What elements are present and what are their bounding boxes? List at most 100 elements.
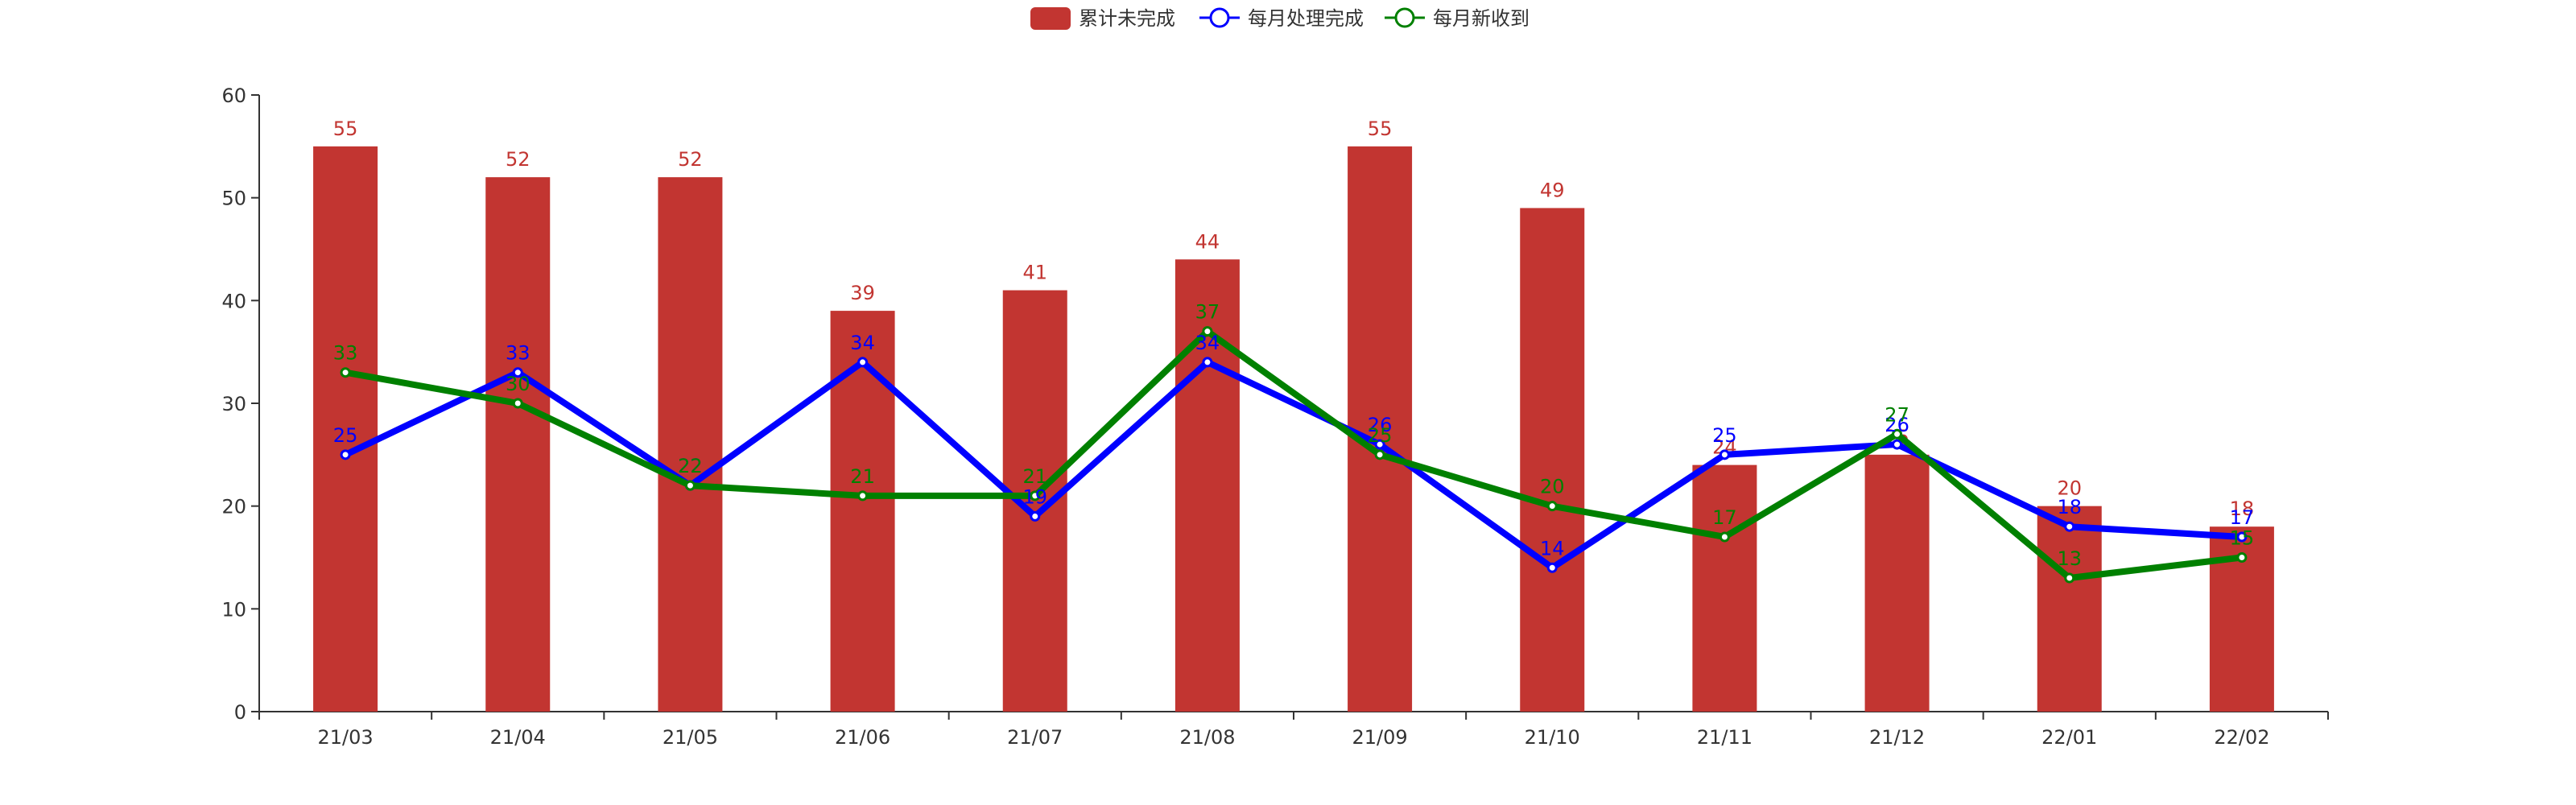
line-point [1374, 439, 1385, 450]
bar [1520, 208, 1585, 712]
x-tick-label: 21/06 [835, 726, 890, 749]
bar-value-label: 41 [1022, 262, 1047, 284]
line-value-label: 27 [1885, 403, 1909, 426]
line-point [857, 357, 869, 368]
line-value-label: 17 [2230, 506, 2255, 529]
x-tick-label: 22/01 [2041, 726, 2097, 749]
line-value-label: 26 [1368, 414, 1393, 436]
series-line [345, 328, 2243, 582]
line-point [512, 367, 523, 378]
x-tick-label: 21/12 [1869, 726, 1925, 749]
line-point [857, 490, 869, 502]
line-point [1719, 531, 1730, 543]
legend-swatch-marker [1394, 7, 1415, 28]
x-tick-label: 21/08 [1179, 726, 1235, 749]
line-value-label: 21 [1022, 465, 1047, 488]
x-tick-label: 21/05 [663, 726, 718, 749]
line-value-label: 37 [1195, 301, 1220, 324]
line-value-label: 21 [850, 465, 875, 488]
line-point [1202, 326, 1213, 337]
y-axis: 0 10 20 30 40 50 60 [221, 85, 260, 724]
line-value-label: 34 [850, 332, 875, 354]
line-point [1546, 562, 1558, 573]
bar-value-label: 52 [678, 148, 703, 171]
bar-value-label: 39 [850, 282, 875, 304]
bar-value-label: 18 [2230, 497, 2255, 520]
x-tick-label: 21/07 [1007, 726, 1063, 749]
y-tick-label: 50 [221, 188, 246, 210]
bar [1692, 464, 1757, 712]
line-value-label: 33 [506, 342, 530, 365]
legend-item[interactable]: 每月处理完成 [1199, 7, 1364, 30]
line-point [340, 449, 351, 460]
bar-value-label: 20 [2057, 477, 2082, 500]
legend-label: 累计未完成 [1079, 7, 1175, 30]
line-value-label: 25 [1368, 424, 1393, 447]
y-tick-label: 60 [221, 85, 246, 107]
line-point [1030, 490, 1041, 502]
bar-value-label: 55 [333, 118, 358, 140]
legend-label: 每月新收到 [1433, 7, 1530, 30]
line-point [1719, 449, 1730, 460]
line-series [340, 326, 2248, 584]
line-point [2236, 552, 2248, 563]
line-value-label: 19 [1022, 485, 1047, 508]
bar [313, 146, 378, 712]
line-point [1202, 357, 1213, 368]
line-value-label: 13 [2057, 547, 2082, 570]
bar [2037, 506, 2102, 712]
x-tick-label: 21/11 [1697, 726, 1752, 749]
line-value-label: 20 [1540, 476, 1565, 498]
bar-value-label: 55 [1368, 118, 1393, 140]
line-value-label: 25 [333, 424, 358, 447]
line-value-label: 26 [1885, 414, 1909, 436]
bar-value-label: 49 [1540, 179, 1565, 201]
bar [658, 177, 723, 712]
bar [1348, 146, 1413, 712]
x-tick-label: 22/02 [2214, 726, 2269, 749]
line-point [2064, 521, 2075, 532]
y-tick-label: 10 [221, 598, 246, 621]
line-value-label: 18 [2057, 496, 2082, 518]
line-point [684, 480, 696, 491]
y-tick-label: 30 [221, 393, 246, 415]
line-value-label: 22 [678, 455, 703, 477]
line-value-label: 15 [2230, 527, 2255, 550]
line-value-label: 17 [1712, 506, 1737, 529]
bar [1864, 454, 1930, 712]
line-value-label: 14 [1540, 537, 1565, 559]
line-value-label: 30 [506, 373, 530, 395]
line-point [2236, 531, 2248, 543]
bar [485, 177, 551, 712]
x-tick-label: 21/10 [1525, 726, 1580, 749]
legend-swatch-marker [1209, 7, 1230, 28]
bar-value-label: 52 [506, 148, 530, 171]
bar-labels: 555252394144554924252018 [333, 118, 2254, 520]
x-axis: 21/03 21/04 21/05 21/06 21/07 21/08 21/09 21/10… [258, 711, 2329, 749]
line-point [512, 398, 523, 409]
x-tick-label: 21/04 [490, 726, 546, 749]
line-point [340, 367, 351, 378]
line-point [2064, 572, 2075, 584]
line-value-label: 33 [333, 342, 358, 365]
line-point [1374, 449, 1385, 460]
legend-item[interactable]: 每月新收到 [1385, 7, 1530, 30]
line-point [1892, 439, 1903, 450]
line-value-label: 34 [1195, 332, 1220, 354]
legend-item[interactable]: 累计未完成 [1030, 7, 1175, 30]
y-tick-label: 20 [221, 496, 246, 518]
bar [830, 311, 895, 712]
line-point [1892, 428, 1903, 440]
legend[interactable]: 累计未完成 每月处理完成 每月新收到 [1030, 7, 1530, 30]
line-point [1546, 501, 1558, 512]
x-tick-label: 21/03 [317, 726, 373, 749]
legend-label: 每月处理完成 [1248, 7, 1364, 30]
y-tick-label: 40 [221, 290, 246, 312]
line-point [1030, 510, 1041, 522]
bar-series [313, 146, 2274, 712]
line-value-label: 25 [1712, 424, 1737, 447]
y-tick-label: 0 [234, 701, 246, 724]
